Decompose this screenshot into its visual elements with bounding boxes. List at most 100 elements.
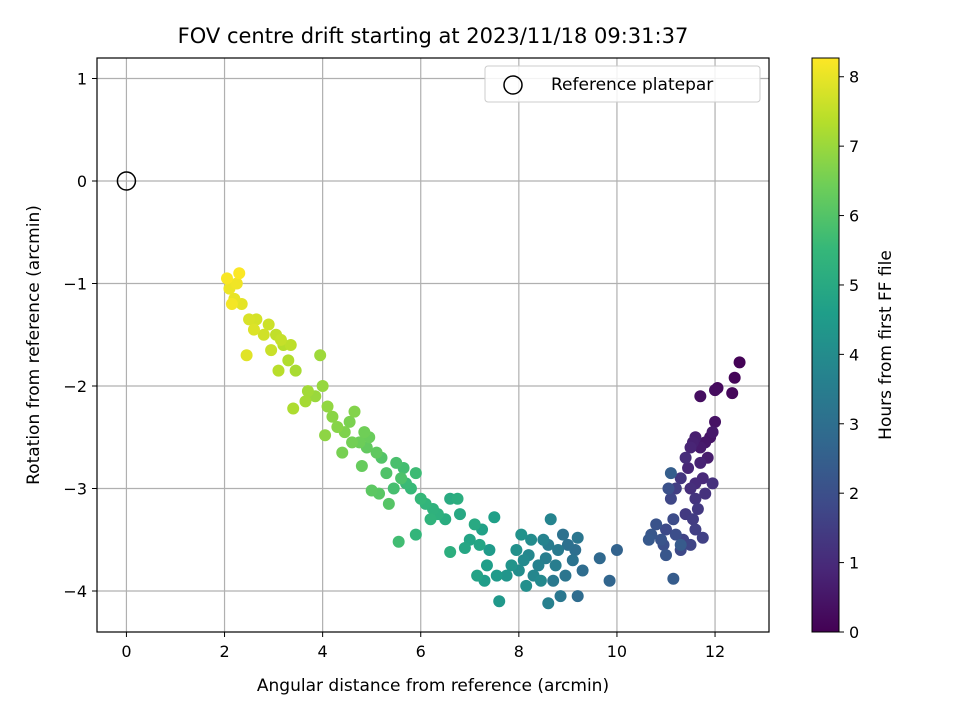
data-point [542, 597, 555, 610]
data-point [453, 508, 466, 521]
data-point [662, 482, 675, 495]
data-point [225, 298, 238, 310]
data-point [682, 462, 695, 474]
data-point [576, 564, 589, 577]
colorbar-tick-label: 8 [849, 68, 859, 87]
data-point [517, 554, 530, 567]
y-tick-label: −4 [63, 582, 87, 601]
data-point [458, 541, 471, 554]
x-tick-label: 4 [318, 642, 328, 661]
colorbar-tick-label: 4 [849, 345, 859, 364]
data-point [390, 456, 403, 469]
data-point [274, 333, 287, 346]
data-point [659, 549, 672, 562]
data-point [674, 538, 687, 551]
data-point [414, 492, 427, 505]
data-point [642, 533, 655, 546]
data-point [365, 484, 378, 497]
y-tick-label: 1 [77, 70, 87, 89]
data-point [490, 569, 503, 582]
legend-box [484, 65, 761, 103]
x-tick-label: 8 [514, 642, 524, 661]
data-point [505, 559, 518, 572]
data-point [321, 400, 334, 413]
data-point [537, 533, 550, 546]
data-point [395, 472, 408, 485]
data-point [289, 364, 302, 377]
data-point [355, 459, 368, 472]
data-point [726, 387, 739, 400]
data-point [667, 513, 680, 526]
data-point [471, 569, 484, 582]
data-point [520, 579, 533, 592]
data-point [409, 467, 422, 480]
legend: Reference platepar [484, 65, 761, 103]
data-point [444, 546, 457, 559]
y-tick-label: −1 [63, 275, 87, 294]
data-point [544, 513, 557, 526]
colorbar-tick-label: 5 [849, 276, 859, 295]
colorbar-label: Hours from first FF file [876, 250, 896, 440]
colorbar-tick-label: 2 [849, 484, 859, 503]
colorbar-tick-label: 6 [849, 207, 859, 226]
data-point [451, 492, 464, 505]
data-point [331, 421, 344, 433]
y-axis-ticks: 1 0 −1 −2 −3 −4 [63, 70, 97, 601]
y-tick-label: −2 [63, 377, 87, 396]
data-point [728, 371, 741, 384]
data-point [380, 467, 393, 480]
data-point [314, 349, 327, 362]
data-point [387, 482, 400, 495]
colorbar-tick-label: 3 [849, 415, 859, 434]
data-point [679, 451, 692, 464]
data-point [539, 552, 552, 565]
data-point [694, 456, 707, 469]
legend-reference-marker [503, 75, 523, 95]
data-point [299, 395, 312, 408]
colorbar-ticks: 0 1 2 3 4 5 6 7 8 [839, 68, 859, 642]
chart-title: FOV centre drift starting at 2023/11/18 … [178, 24, 689, 48]
plot-frame [96, 57, 770, 633]
data-point [684, 538, 697, 551]
y-tick-label: −3 [63, 480, 87, 499]
data-point [409, 528, 422, 541]
data-point [233, 267, 246, 280]
colorbar-tick-label: 0 [849, 623, 859, 642]
data-point [674, 472, 687, 485]
data-point [525, 533, 538, 546]
data-point [346, 436, 359, 449]
data-point [370, 446, 383, 459]
data-point [500, 569, 513, 582]
data-points [220, 267, 746, 610]
data-point [696, 531, 709, 544]
data-point [272, 364, 285, 377]
data-point [424, 513, 437, 526]
data-point [733, 356, 746, 369]
data-point [686, 513, 699, 526]
data-point [549, 559, 562, 572]
data-point [571, 531, 584, 544]
data-point [689, 492, 702, 505]
data-point [230, 277, 243, 290]
y-axis-label: Rotation from reference (arcmin) [24, 205, 44, 485]
data-point [382, 497, 395, 510]
data-point [510, 544, 523, 556]
data-point [515, 528, 528, 541]
data-point [694, 390, 707, 403]
data-point [532, 559, 545, 572]
x-tick-label: 10 [607, 642, 627, 661]
data-point [326, 410, 339, 423]
data-point [664, 467, 677, 480]
data-point [220, 272, 233, 285]
data-point [493, 595, 506, 608]
data-point [547, 574, 560, 587]
data-point [319, 429, 332, 442]
data-point [706, 426, 719, 439]
data-point [664, 492, 677, 505]
data-point [480, 559, 493, 572]
data-point [343, 415, 356, 428]
data-point [566, 554, 579, 567]
data-point [699, 487, 712, 500]
colorbar-tick-label: 7 [849, 137, 859, 156]
data-point [243, 313, 256, 326]
